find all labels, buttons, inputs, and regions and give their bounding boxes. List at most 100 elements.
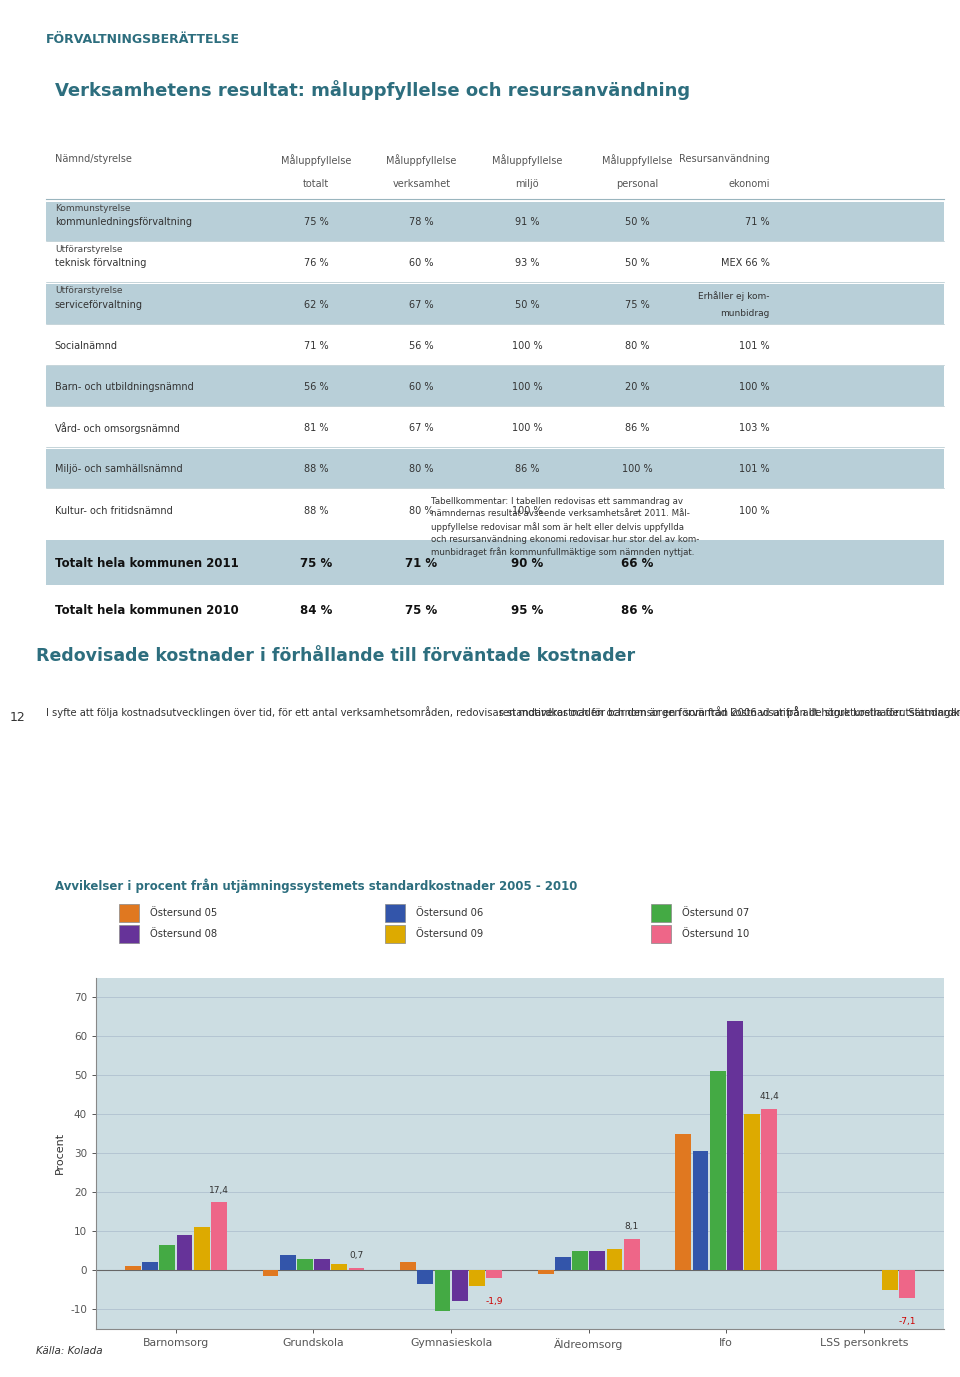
Text: Källa: Kolada: Källa: Kolada xyxy=(36,1345,103,1355)
Bar xyxy=(119,903,139,923)
Text: Måluppfyllelse: Måluppfyllelse xyxy=(386,154,457,165)
Bar xyxy=(385,903,405,923)
Bar xyxy=(692,1151,708,1270)
Text: Måluppfyllelse: Måluppfyllelse xyxy=(602,154,672,165)
Text: Kultur- och fritidsnämnd: Kultur- och fritidsnämnd xyxy=(55,505,173,516)
Text: 80 %: 80 % xyxy=(409,505,434,516)
Text: Totalt hela kommunen 2011: Totalt hela kommunen 2011 xyxy=(55,556,239,570)
Bar xyxy=(211,1202,227,1270)
Text: 56 %: 56 % xyxy=(303,381,328,392)
Bar xyxy=(468,1270,485,1286)
Text: 100 %: 100 % xyxy=(512,423,542,434)
Text: 101 %: 101 % xyxy=(739,464,770,475)
Text: 100 %: 100 % xyxy=(512,381,542,392)
Bar xyxy=(881,1270,898,1290)
Bar xyxy=(279,1254,296,1270)
Bar xyxy=(125,1267,141,1270)
Text: ekonomi: ekonomi xyxy=(729,179,770,189)
Text: 71 %: 71 % xyxy=(405,556,438,570)
Text: ÅRSREDOVISNING  ÖSTERSUNDS KOMMUN 2011: ÅRSREDOVISNING ÖSTERSUNDS KOMMUN 2011 xyxy=(9,566,18,811)
Bar xyxy=(589,1250,605,1270)
Text: 67 %: 67 % xyxy=(409,423,434,434)
Text: 95 %: 95 % xyxy=(511,605,543,617)
Bar xyxy=(385,924,405,943)
Text: Utförarstyrelse: Utförarstyrelse xyxy=(55,245,122,255)
Bar xyxy=(607,1249,622,1270)
Text: 50 %: 50 % xyxy=(625,218,649,227)
Text: 80 %: 80 % xyxy=(409,464,434,475)
Bar xyxy=(46,540,944,585)
Bar xyxy=(46,201,944,241)
Text: Nämnd/styrelse: Nämnd/styrelse xyxy=(55,154,132,164)
Text: 8,1: 8,1 xyxy=(625,1221,638,1231)
Bar xyxy=(418,1270,433,1283)
Text: -1,9: -1,9 xyxy=(486,1297,503,1307)
Bar xyxy=(177,1235,192,1270)
Text: 80 %: 80 % xyxy=(625,341,649,351)
Bar xyxy=(262,1270,278,1276)
Text: 76 %: 76 % xyxy=(303,259,328,269)
Text: serviceförvaltning: serviceförvaltning xyxy=(55,300,143,310)
Bar xyxy=(331,1264,348,1270)
Text: 71 %: 71 % xyxy=(745,218,770,227)
Text: Totalt hela kommunen 2010: Totalt hela kommunen 2010 xyxy=(55,605,239,617)
Bar xyxy=(452,1270,468,1301)
Text: 100 %: 100 % xyxy=(512,505,542,516)
Text: 17,4: 17,4 xyxy=(209,1186,228,1195)
Bar xyxy=(46,366,944,406)
Text: Miljö- och samhällsnämnd: Miljö- och samhällsnämnd xyxy=(55,464,182,475)
Text: Redovisade kostnader i förhållande till förväntade kostnader: Redovisade kostnader i förhållande till … xyxy=(36,647,636,665)
Bar xyxy=(899,1270,915,1299)
Bar xyxy=(744,1114,760,1270)
Text: 100 %: 100 % xyxy=(739,381,770,392)
Text: 88 %: 88 % xyxy=(304,464,328,475)
Text: 101 %: 101 % xyxy=(739,341,770,351)
Text: Vård- och omsorgsnämnd: Vård- och omsorgsnämnd xyxy=(55,423,180,434)
Bar xyxy=(486,1270,502,1278)
Text: -7,1: -7,1 xyxy=(899,1318,916,1326)
Text: 71 %: 71 % xyxy=(303,341,328,351)
Text: 100 %: 100 % xyxy=(622,464,652,475)
Bar xyxy=(555,1257,571,1270)
Bar xyxy=(348,1268,365,1270)
Text: 78 %: 78 % xyxy=(409,218,434,227)
Text: Verksamhetens resultat: måluppfyllelse och resursanvändning: Verksamhetens resultat: måluppfyllelse o… xyxy=(55,80,690,101)
Text: 56 %: 56 % xyxy=(409,341,434,351)
Text: Kommunstyrelse: Kommunstyrelse xyxy=(55,204,131,213)
Text: Östersund 10: Östersund 10 xyxy=(682,928,749,939)
Text: 66 %: 66 % xyxy=(621,556,653,570)
Text: 84 %: 84 % xyxy=(300,605,332,617)
Text: 93 %: 93 % xyxy=(515,259,540,269)
Text: Östersund 05: Östersund 05 xyxy=(150,907,217,918)
Bar xyxy=(194,1227,209,1270)
Text: 12: 12 xyxy=(10,711,25,724)
Text: 60 %: 60 % xyxy=(409,381,434,392)
Bar xyxy=(142,1263,158,1270)
Text: 75 %: 75 % xyxy=(300,556,332,570)
Text: MEX 66 %: MEX 66 % xyxy=(721,259,770,269)
Text: Tabellkommentar: I tabellen redovisas ett sammandrag av
nämndernas resultat avse: Tabellkommentar: I tabellen redovisas et… xyxy=(431,497,699,558)
Bar xyxy=(572,1250,588,1270)
Text: 75 %: 75 % xyxy=(625,300,649,310)
Bar xyxy=(297,1259,313,1270)
Text: 103 %: 103 % xyxy=(739,423,770,434)
Text: FÖRVALTNINGSBERÄTTELSE: FÖRVALTNINGSBERÄTTELSE xyxy=(46,33,240,47)
Text: 91 %: 91 % xyxy=(515,218,540,227)
Text: 86 %: 86 % xyxy=(625,423,649,434)
Text: 81 %: 81 % xyxy=(304,423,328,434)
Bar xyxy=(46,284,944,324)
Bar xyxy=(159,1245,175,1270)
Bar xyxy=(624,1239,639,1270)
Text: 60 %: 60 % xyxy=(409,259,434,269)
Text: 50 %: 50 % xyxy=(515,300,540,310)
Text: 0,7: 0,7 xyxy=(349,1250,364,1260)
Bar xyxy=(435,1270,450,1311)
Text: 41,4: 41,4 xyxy=(759,1092,780,1102)
Text: 75 %: 75 % xyxy=(303,218,328,227)
Bar xyxy=(119,924,139,943)
Text: personal: personal xyxy=(616,179,659,189)
Text: teknisk förvaltning: teknisk förvaltning xyxy=(55,259,146,269)
Text: I syfte att följa kostnadsutvecklingen över tid, för ett antal verksamhetsområde: I syfte att följa kostnadsutvecklingen ö… xyxy=(46,706,960,719)
Text: -: - xyxy=(636,505,638,516)
Bar xyxy=(651,903,671,923)
